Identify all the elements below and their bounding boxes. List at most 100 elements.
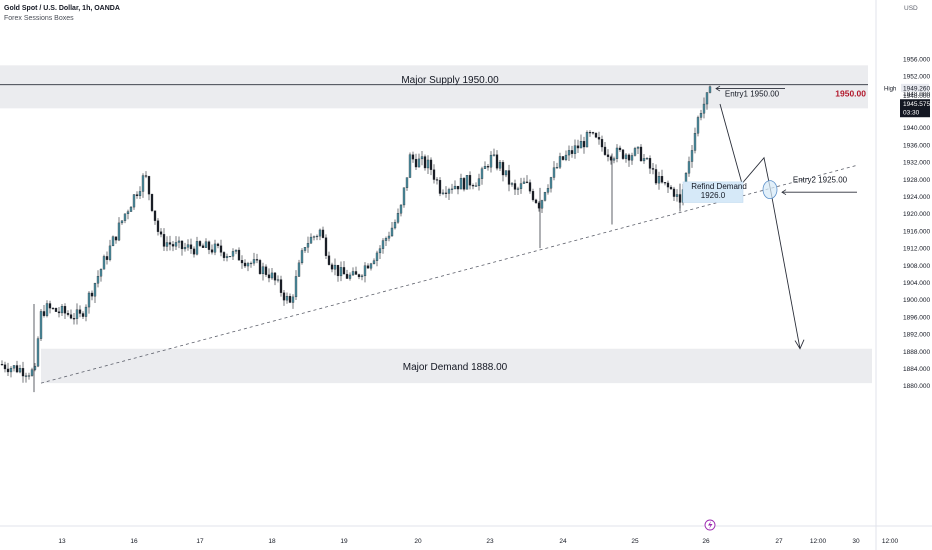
candle-bullish [384,238,388,241]
candle-bullish [183,247,187,250]
candle-bearish [627,154,631,161]
candle-bearish [15,365,19,373]
candle-bullish [564,154,568,160]
candle-bearish [48,303,52,309]
candle-bullish [477,178,481,186]
candle-bearish [606,154,610,157]
candle-bearish [618,147,622,151]
candle-bullish [249,262,253,265]
candle-bullish [549,177,553,189]
candle-bearish [180,240,184,250]
candle-bullish [369,263,373,269]
candle-bullish [9,367,13,373]
candle-bullish [615,147,619,159]
candle-bullish [699,113,703,118]
candle-bullish [87,292,91,308]
candle-bullish [297,262,301,277]
x-tick-label: 19 [340,538,348,545]
refined-demand-value: 1926.0 [701,191,726,200]
candle-bearish [462,178,466,190]
candle-bullish [351,271,355,276]
y-tick-label: 1896.000 [903,314,930,321]
candle-bullish [387,235,391,239]
candle-bearish [438,180,442,194]
candle-bearish [669,186,673,190]
candle-bullish [426,159,430,169]
candle-bearish [81,313,85,317]
candle-bearish [147,176,151,195]
candle-bearish [600,139,604,148]
candle-bullish [300,250,304,264]
candle-bullish [705,92,709,105]
y-tick-label: 1900.000 [903,297,930,304]
candle-bearish [162,234,166,247]
candle-bearish [258,260,262,275]
candle-bearish [507,170,511,185]
x-tick-label: 30 [852,538,860,545]
candle-bullish [27,375,31,377]
candle-bullish [474,185,478,187]
candle-bearish [603,146,607,155]
candle-bearish [411,154,415,160]
candle-bearish [264,266,268,275]
y-tick-label: 1920.000 [903,211,930,218]
candle-bullish [246,263,250,267]
candle-bullish [204,241,208,248]
candle-bearish [501,162,505,176]
candle-bearish [342,267,346,275]
candle-bullish [36,338,40,367]
y-tick-label: 1936.000 [903,142,930,149]
demand-zone [41,348,872,384]
y-tick-label: 1924.000 [903,194,930,201]
candle-bearish [513,183,517,190]
candle-bearish [321,229,325,238]
x-tick-label: 20 [414,538,422,545]
candle-bullish [645,158,649,160]
candle-bullish [381,240,385,249]
candle-bullish [291,296,295,303]
candle-bullish [318,229,322,237]
candle-bearish [639,146,643,162]
candle-bearish [354,271,358,275]
x-tick-label: 17 [196,538,204,545]
candle-bearish [561,156,565,160]
candle-bullish [624,154,628,159]
candle-bearish [648,158,652,169]
candle-bearish [588,132,592,134]
supply-zone-label: Major Supply 1950.00 [401,75,499,86]
candle-bearish [621,149,625,159]
candle-bullish [132,194,136,208]
candle-bullish [141,175,145,192]
high-value-bg [901,83,929,92]
candle-bearish [471,185,475,187]
candle-bearish [528,182,532,192]
candle-bearish [150,193,154,211]
candle-bearish [432,169,436,180]
candle-bullish [276,279,280,281]
high-value: 1949.260 [903,85,930,92]
candle-bullish [555,167,559,169]
y-tick-label: 1880.000 [903,383,930,390]
candle-bullish [177,240,181,243]
candle-bullish [690,150,694,162]
candle-bullish [108,245,112,260]
candle-bullish [459,178,463,190]
candle-bearish [663,182,667,184]
y-tick-label: 1884.000 [903,366,930,373]
x-tick-label: 26 [702,538,710,545]
candle-bullish [540,200,544,209]
candle-bearish [192,248,196,255]
candle-bearish [531,191,535,201]
candle-bearish [336,264,340,277]
x-tick-label: 23 [486,538,494,545]
candle-bearish [654,169,658,184]
candle-bullish [45,303,49,316]
candle-bearish [237,249,241,261]
candle-bullish [405,177,409,188]
candle-bullish [285,295,289,301]
candle-bearish [135,194,139,197]
candle-bullish [234,249,238,252]
entry2-label: Entry2 1925.00 [793,176,848,185]
candle-bearish [456,185,460,190]
